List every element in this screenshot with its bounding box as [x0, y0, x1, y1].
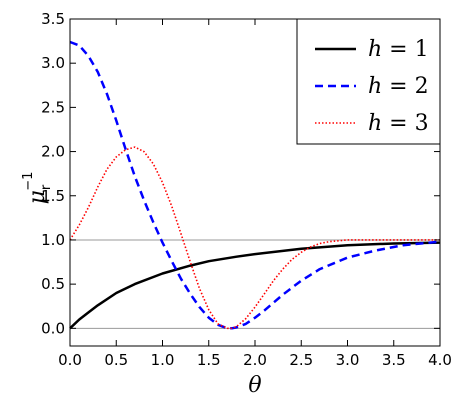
y-axis-subscript: r [39, 184, 54, 190]
x-tick-label: 0.5 [104, 351, 128, 369]
y-tick-label: 0.0 [41, 319, 65, 337]
x-tick-label: 2.0 [243, 351, 267, 369]
x-tick-label: 2.5 [289, 351, 313, 369]
y-tick-label: 1.0 [41, 231, 65, 249]
legend-label-h2: h = 2 [368, 74, 429, 99]
series-line-h3 [69, 146, 440, 330]
y-axis-label: μr−1 [21, 172, 54, 205]
x-tick-label: 0.0 [58, 351, 82, 369]
y-axis-superscript: −1 [21, 172, 36, 191]
y-tick-label: 1.5 [41, 187, 65, 205]
y-axis-symbol: μ [25, 190, 50, 204]
legend: h = 1 h = 2 h = 3 [296, 18, 441, 145]
series-line-h1 [69, 241, 441, 330]
legend-box [296, 18, 441, 145]
x-tick-label: 3.5 [382, 351, 406, 369]
legend-label-h3: h = 3 [368, 111, 429, 136]
y-tick-label: 0.5 [41, 275, 65, 293]
x-tick-label: 3.0 [336, 351, 360, 369]
x-axis-label: θ [248, 373, 261, 398]
x-tick-label: 4.0 [428, 351, 452, 369]
series-line-h2 [69, 40, 441, 330]
legend-label-h1: h = 1 [368, 37, 429, 62]
y-tick-label: 3.0 [41, 54, 65, 72]
y-tick-label: 2.5 [41, 98, 65, 116]
x-tick-label: 1.5 [197, 351, 221, 369]
x-tick-label: 1.0 [151, 351, 175, 369]
y-tick-label: 2.0 [41, 143, 65, 161]
y-tick-label: 3.5 [41, 10, 65, 28]
